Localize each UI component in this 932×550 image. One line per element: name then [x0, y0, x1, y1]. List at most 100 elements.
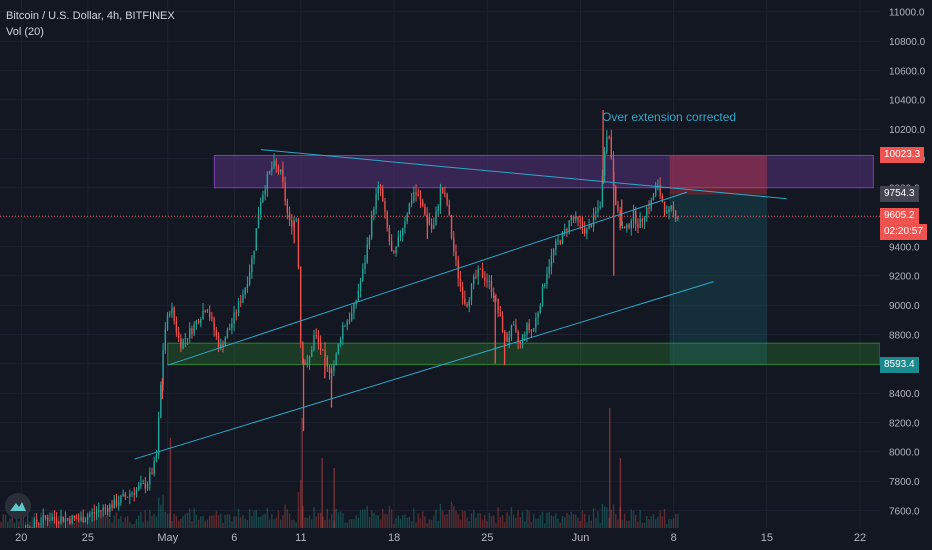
y-tick-label: 9200.0: [889, 272, 920, 283]
candle-body: [166, 314, 169, 330]
volume-bar: [610, 509, 612, 528]
tradingview-logo-icon[interactable]: [5, 493, 31, 519]
price-axis-bg: [880, 0, 932, 550]
volume-bar: [4, 514, 7, 528]
candle-body: [415, 192, 417, 195]
candle-body: [55, 518, 58, 523]
y-tick-label: 7800.0: [889, 477, 920, 488]
volume-bar: [439, 504, 442, 528]
x-tick-label: Jun: [572, 532, 590, 544]
candle-body: [89, 514, 91, 517]
volume-bar: [364, 509, 366, 528]
volume-bar: [568, 514, 570, 528]
volume-bar: [570, 511, 573, 528]
candle-body: [53, 517, 56, 519]
volume-bar: [286, 509, 289, 528]
candle-body: [47, 517, 49, 521]
volume-bar: [160, 504, 162, 528]
y-tick-label: 8800.0: [889, 330, 920, 341]
candle-body: [106, 508, 109, 512]
volume-bar: [575, 514, 577, 528]
candle-body: [357, 291, 360, 301]
volume-bar: [453, 505, 455, 528]
candle-body: [257, 214, 260, 229]
volume-bar: [517, 510, 519, 528]
candle-body: [464, 298, 466, 304]
volume-bar: [100, 518, 102, 528]
price-tag-target: 9754.3: [880, 186, 919, 203]
candle-body: [193, 324, 195, 334]
candle-body: [182, 339, 184, 349]
volume-bar: [228, 514, 231, 528]
candle-body: [373, 208, 375, 216]
candle-body: [224, 338, 226, 347]
volume-bar: [151, 515, 153, 528]
candle-body: [175, 320, 178, 333]
candle-body: [541, 285, 544, 306]
zones: [167, 154, 881, 366]
candle-body: [189, 328, 191, 339]
candle-body: [657, 185, 659, 187]
candle-body: [339, 339, 342, 344]
volume-bar: [184, 513, 186, 528]
candle-body: [457, 259, 459, 279]
y-tick-label: 8000.0: [889, 448, 920, 459]
candle-body: [140, 483, 142, 487]
candle-body: [180, 338, 182, 349]
candle-body: [184, 338, 186, 340]
volume-bar: [335, 508, 337, 528]
annotation-text: Over extension corrected: [602, 110, 737, 124]
candle-body: [195, 320, 198, 325]
candle-body: [44, 515, 47, 518]
candle-body: [362, 269, 364, 282]
volume-bar: [302, 506, 304, 528]
volume-bar: [257, 517, 260, 528]
candle-body: [459, 278, 462, 287]
volume-bar: [486, 521, 488, 528]
candle-body: [395, 246, 397, 253]
y-tick-label: 7600.0: [889, 506, 920, 517]
volume-bar: [164, 511, 166, 528]
candle-body: [670, 205, 672, 209]
volume-bar: [113, 515, 115, 528]
candle-body: [191, 328, 193, 334]
volume-bar: [255, 510, 257, 528]
volume-bar: [579, 520, 581, 528]
volume-bar: [95, 513, 98, 528]
candle-body: [222, 344, 224, 347]
volume-bar: [315, 516, 317, 528]
candle-body: [635, 210, 637, 225]
volume-bar: [9, 518, 11, 528]
volume-bar: [224, 515, 226, 528]
volume-bar: [428, 519, 431, 528]
volume-bar: [603, 506, 606, 528]
candle-body: [672, 205, 675, 211]
volume-bar: [590, 520, 593, 528]
candle-body: [475, 276, 477, 278]
candle-body: [315, 335, 317, 337]
volume-bar: [133, 523, 135, 528]
y-tick-label: 9000.0: [889, 301, 920, 312]
volume-bar: [144, 510, 147, 528]
candle-body: [417, 194, 419, 197]
candle-body: [253, 250, 255, 259]
candle-body: [386, 212, 388, 229]
volume-bar: [599, 523, 601, 528]
volume-bar: [177, 520, 180, 528]
candle-body: [521, 334, 524, 343]
volume-bar: [670, 519, 672, 528]
candle-body: [572, 216, 575, 220]
candle-body: [186, 338, 189, 340]
candle-body: [599, 206, 601, 208]
candle-body: [677, 218, 679, 220]
candle-body: [390, 241, 393, 252]
volume-bar: [18, 521, 20, 528]
volume-bar: [306, 517, 308, 528]
volume-bar: [180, 518, 182, 528]
candle-body: [588, 224, 590, 229]
volume-bar: [548, 511, 550, 528]
volume-bar: [115, 512, 118, 528]
volume-bar: [182, 516, 184, 528]
volume-bar: [430, 519, 433, 528]
